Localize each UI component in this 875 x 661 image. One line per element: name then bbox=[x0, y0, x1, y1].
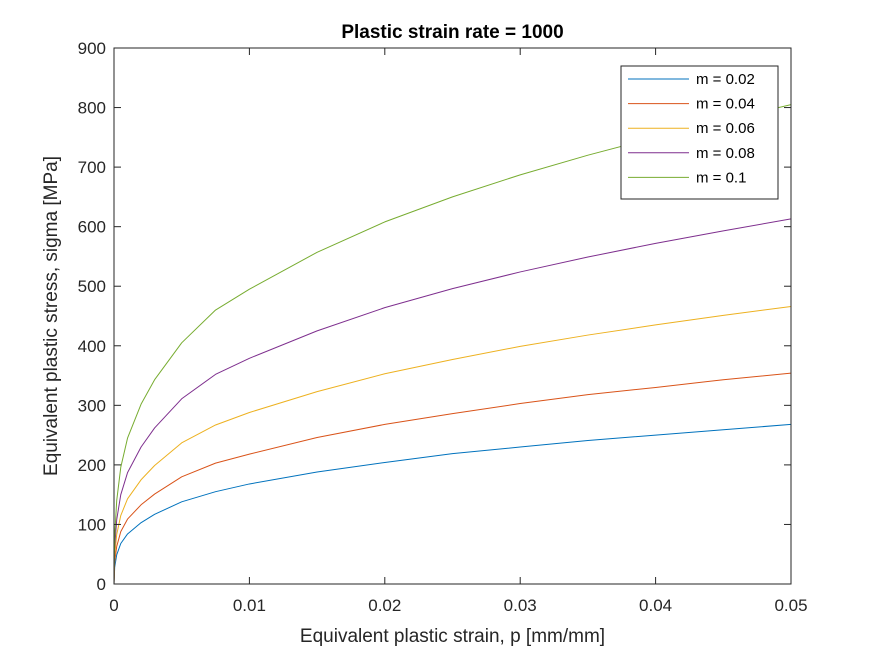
x-tick-label: 0 bbox=[109, 596, 118, 615]
y-tick-label: 200 bbox=[78, 456, 106, 475]
y-tick-label: 500 bbox=[78, 277, 106, 296]
y-tick-label: 700 bbox=[78, 158, 106, 177]
y-tick-label: 800 bbox=[78, 99, 106, 118]
legend-label: m = 0.06 bbox=[696, 120, 755, 137]
chart-title: Plastic strain rate = 1000 bbox=[341, 22, 563, 43]
series-layer bbox=[113, 104, 792, 585]
series-line-5 bbox=[113, 104, 792, 585]
x-tick-label: 0.01 bbox=[233, 596, 266, 615]
y-tick-label: 900 bbox=[78, 39, 106, 58]
series-line-4 bbox=[113, 218, 792, 585]
legend: m = 0.02 m = 0.04 m = 0.06 m = 0.08 m = 0.1 bbox=[620, 65, 779, 200]
y-tick-label: 100 bbox=[78, 515, 106, 534]
legend-box bbox=[620, 65, 779, 200]
y-tick-label: 600 bbox=[78, 218, 106, 237]
x-tick-label: 0.05 bbox=[774, 596, 807, 615]
legend-label: m = 0.08 bbox=[696, 145, 755, 162]
x-tick-label: 0.02 bbox=[368, 596, 401, 615]
legend-label: m = 0.02 bbox=[696, 71, 755, 88]
y-tick-label: 300 bbox=[78, 396, 106, 415]
x-axis-label: Equivalent plastic strain, p [mm/mm] bbox=[300, 626, 605, 647]
ticks-layer: 0 0.01 0.02 0.03 0.04 0.05 0 100 200 300 400 500 600… bbox=[78, 39, 808, 615]
y-axis-label: Equivalent plastic stress, sigma [MPa] bbox=[41, 156, 62, 476]
legend-label: m = 0.04 bbox=[696, 96, 755, 113]
series-line-3 bbox=[113, 305, 792, 585]
y-tick-label: 400 bbox=[78, 337, 106, 356]
y-tick-label: 0 bbox=[97, 575, 106, 594]
x-tick-label: 0.03 bbox=[504, 596, 537, 615]
x-tick-label: 0.04 bbox=[639, 596, 672, 615]
legend-label: m = 0.1 bbox=[696, 169, 746, 186]
plot-frame bbox=[113, 47, 792, 585]
series-line-2 bbox=[113, 372, 792, 585]
series-line-1 bbox=[113, 423, 792, 585]
